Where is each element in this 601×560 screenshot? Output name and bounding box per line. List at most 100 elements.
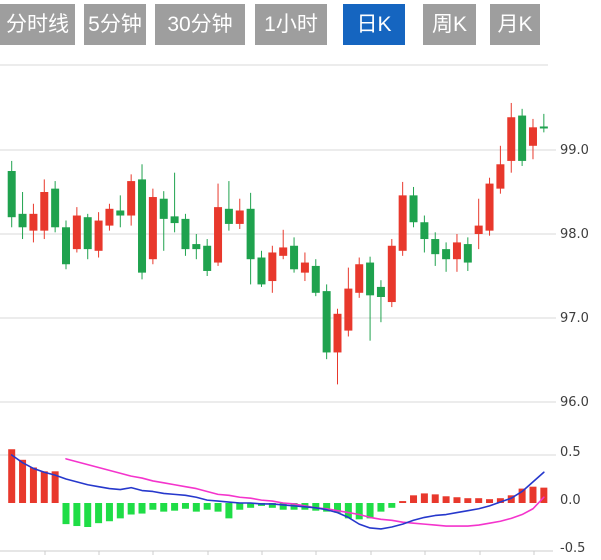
interval-tabbar: 分时线 5分钟 30分钟 1小时 日K 周K 月K: [0, 0, 601, 50]
candle-body: [366, 262, 375, 296]
macd-histogram-bar: [540, 487, 548, 503]
candle-body: [398, 195, 407, 251]
candle-body: [18, 213, 27, 228]
macd-histogram-bar: [181, 503, 189, 509]
macd-histogram-bar: [268, 503, 276, 508]
macd-histogram-bar: [420, 493, 428, 503]
candle-body: [203, 245, 212, 271]
tab-timeline[interactable]: 分时线: [0, 4, 75, 45]
candle-body: [181, 218, 190, 250]
tab-monthly-k[interactable]: 月K: [490, 4, 540, 45]
macd-histogram-bar: [323, 503, 331, 512]
macd-histogram-bar: [496, 498, 504, 503]
macd-histogram-bar: [377, 503, 385, 512]
macd-histogram-bar: [8, 449, 16, 503]
macd-histogram-bar: [236, 503, 244, 510]
candle-body: [83, 217, 92, 250]
tab-30min[interactable]: 30分钟: [155, 4, 245, 45]
candle-body: [300, 262, 309, 273]
macd-dea-line: [65, 458, 545, 527]
candle-body: [485, 183, 494, 231]
macd-histogram-bar: [431, 494, 439, 503]
macd-histogram-bar: [149, 503, 157, 510]
macd-histogram-bar: [399, 501, 407, 503]
macd-histogram-bar: [312, 503, 320, 511]
macd-histogram-bar: [464, 498, 472, 503]
macd-histogram-bar: [203, 503, 211, 510]
macd-histogram-bar: [127, 503, 135, 515]
candle-body: [105, 208, 114, 226]
candle-body: [257, 257, 266, 285]
macd-histogram-bar: [192, 503, 200, 512]
macd-axis-label: -0.5: [560, 541, 585, 555]
candle-body: [452, 242, 461, 260]
candle-body: [344, 288, 353, 331]
macd-histogram-bar: [279, 503, 287, 510]
candle-body: [62, 227, 70, 265]
candle-body: [159, 198, 168, 219]
candle-body: [148, 197, 157, 260]
candle-body: [116, 210, 125, 216]
macd-histogram-bar: [225, 503, 233, 519]
macd-histogram-bar: [486, 499, 494, 503]
tab-daily-k[interactable]: 日K: [343, 4, 405, 45]
tab-1hour[interactable]: 1小时: [255, 4, 327, 45]
candle-body: [94, 220, 103, 251]
candle-body: [246, 208, 255, 260]
macd-axis-label: 0.5: [560, 445, 581, 460]
macd-histogram-bar: [40, 471, 48, 503]
candle-body: [409, 195, 418, 223]
macd-histogram-bar: [95, 503, 103, 524]
tab-weekly-k[interactable]: 周K: [423, 4, 476, 45]
candle-body: [507, 117, 516, 161]
macd-histogram-bar: [73, 503, 81, 527]
candle-body: [235, 210, 244, 224]
macd-histogram-bar: [475, 498, 483, 503]
macd-histogram-bar: [334, 503, 341, 513]
macd-histogram-bar: [138, 503, 146, 514]
candle-body: [40, 192, 49, 231]
macd-histogram-bar: [214, 503, 222, 512]
candle-body: [214, 207, 223, 263]
candle-body: [170, 216, 179, 224]
candle-body: [528, 127, 537, 146]
candle-body: [279, 247, 288, 256]
candle-body: [268, 252, 277, 282]
price-axis-label: 97.0: [560, 311, 589, 326]
macd-histogram-bar: [366, 503, 374, 519]
macd-histogram-bar: [453, 497, 461, 503]
candle-body: [376, 286, 385, 297]
tab-5min[interactable]: 5分钟: [84, 4, 146, 45]
candle-body: [51, 188, 60, 228]
macd-histogram-bar: [62, 503, 70, 525]
macd-histogram-bar: [410, 495, 418, 503]
macd-dif-line: [10, 454, 545, 530]
macd-histogram-bar: [84, 503, 92, 527]
price-axis-label: 96.0: [560, 395, 589, 410]
macd-histogram-bar: [171, 503, 179, 511]
candle-body: [311, 265, 320, 293]
macd-histogram-bar: [529, 486, 537, 503]
macd-histogram-bar: [116, 503, 124, 519]
candle-body: [192, 244, 201, 250]
candle-body: [518, 115, 527, 161]
candle-body: [322, 291, 331, 353]
price-axis-label: 98.0: [560, 227, 589, 242]
macd-histogram-bar: [388, 503, 396, 508]
macd-histogram-bar: [355, 503, 363, 520]
candle-body: [463, 244, 472, 263]
candle-body: [127, 181, 136, 216]
candle-body: [474, 225, 483, 234]
macd-histogram-bar: [442, 496, 450, 503]
macd-histogram-bar: [507, 495, 515, 503]
candle-body: [420, 222, 429, 240]
macd-histogram-bar: [29, 467, 37, 503]
candle-body: [224, 208, 233, 224]
candle-body: [29, 213, 38, 231]
macd-histogram-bar: [344, 503, 352, 519]
candle-body: [333, 313, 342, 353]
candle-body: [387, 245, 396, 303]
macd-histogram-bar: [160, 503, 168, 512]
